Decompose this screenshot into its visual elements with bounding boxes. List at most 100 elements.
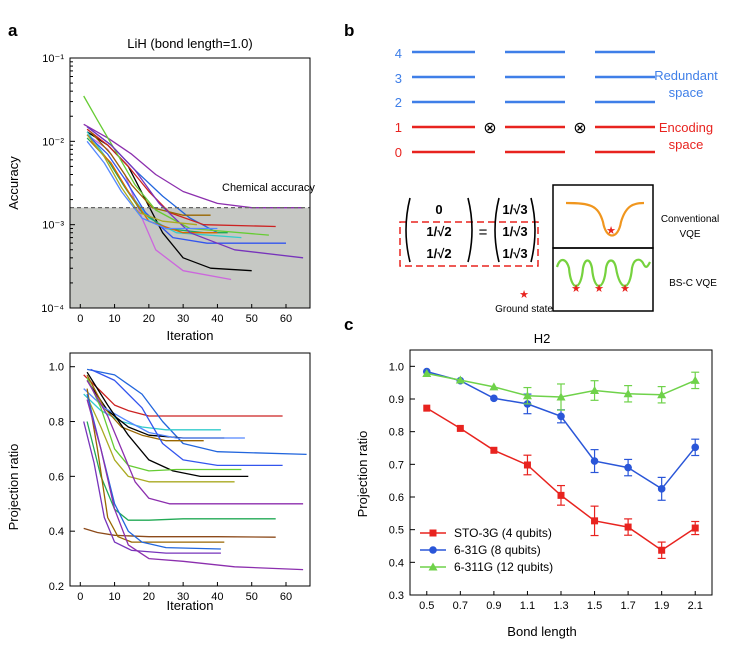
- data-point-square: [456, 424, 464, 432]
- bsc-landscape-curve: [555, 258, 651, 288]
- y-tick-label: 0.9: [389, 394, 404, 406]
- data-point-square: [658, 546, 666, 554]
- y-axis-label: Projection ratio: [6, 444, 21, 531]
- y-tick-label: 0.2: [49, 581, 64, 593]
- redundant-label-2: space: [669, 85, 704, 100]
- plot-frame: [69, 352, 311, 587]
- data-point-square: [523, 461, 531, 469]
- level-label-0: 0: [395, 145, 402, 160]
- x-tick-label: 60: [280, 313, 292, 325]
- x-tick-label: 0.5: [419, 600, 434, 612]
- data-point-circle: [657, 485, 666, 493]
- data-point-square: [691, 524, 699, 532]
- y-tick-label: 0.8: [49, 417, 64, 429]
- conventional-vqe-label-2: VQE: [679, 229, 700, 240]
- series-line: [86, 128, 276, 228]
- tensor-product-1: ⊗: [483, 120, 496, 137]
- series-line: [86, 134, 197, 226]
- conventional-landscape-curve: [565, 201, 645, 237]
- y-tick-label: 10⁻³: [42, 220, 64, 232]
- left-vector-bracket-open: [405, 197, 411, 263]
- x-tick-label: 1.1: [520, 600, 535, 612]
- data-point-square: [490, 446, 498, 454]
- data-point-triangle: [489, 382, 499, 391]
- y-tick-label: 0.7: [389, 459, 404, 471]
- data-point-triangle: [522, 391, 532, 400]
- equals-sign: =: [479, 224, 488, 241]
- x-tick-label: 50: [246, 313, 258, 325]
- star-icon: ★: [571, 283, 581, 295]
- series-line: [86, 374, 204, 442]
- panel-label-b: b: [344, 21, 354, 40]
- x-tick-label: 0: [77, 591, 83, 603]
- y-tick-label: 0.5: [389, 525, 404, 537]
- ground-state-label: Ground state: [495, 304, 553, 315]
- chart-title: LiH (bond length=1.0): [127, 36, 252, 51]
- star-icon: ★: [519, 289, 529, 301]
- x-tick-label: 0.7: [453, 600, 468, 612]
- dashed-highlight-box: [399, 221, 539, 267]
- series-line: [83, 527, 276, 538]
- series-line: [86, 388, 225, 543]
- chart-title: H2: [534, 331, 551, 346]
- vec-right-0: 1/√3: [502, 202, 527, 217]
- series-line: [86, 396, 235, 483]
- data-point-circle: [624, 463, 632, 472]
- vec-left-0: 0: [435, 202, 442, 217]
- series-line: [86, 371, 249, 478]
- series-line: [83, 393, 221, 431]
- plot-frame: [69, 57, 311, 309]
- right-vector-bracket-close: [530, 197, 536, 263]
- data-point-triangle: [623, 389, 633, 398]
- level-label-3: 3: [395, 71, 402, 86]
- vec-left-1: 1/√2: [426, 224, 451, 239]
- x-axis-label: Bond length: [507, 624, 576, 639]
- legend-label: 6-31G (8 qubits): [454, 543, 541, 557]
- x-tick-label: 40: [211, 313, 223, 325]
- y-tick-label: 0.4: [49, 526, 64, 538]
- y-axis-label: Accuracy: [6, 156, 21, 210]
- y-tick-label: 1.0: [389, 361, 404, 373]
- legend-label: STO-3G (4 qubits): [454, 526, 552, 540]
- series-line: [86, 368, 307, 456]
- y-tick-label: 10⁻¹: [42, 53, 64, 65]
- data-point-triangle: [590, 386, 600, 395]
- data-point-square: [624, 523, 632, 531]
- series-line: [86, 134, 286, 244]
- x-tick-label: 1.3: [553, 600, 568, 612]
- series-line: [83, 123, 304, 209]
- below-threshold-region: [70, 207, 310, 308]
- series-line: [90, 368, 283, 467]
- x-axis-label: Iteration: [167, 598, 214, 613]
- panel-label-c: c: [344, 315, 353, 334]
- series-line: [86, 377, 242, 472]
- data-point-circle: [557, 412, 565, 421]
- series-line: [86, 380, 304, 505]
- x-tick-label: 1.7: [620, 600, 635, 612]
- x-tick-label: 0.9: [486, 600, 501, 612]
- data-point-triangle: [657, 390, 667, 399]
- x-tick-label: 60: [280, 591, 292, 603]
- basis-encoding-diagram: 4 3 2 1 0 ⊗ ⊗ Redundant space Encoding s…: [395, 46, 719, 315]
- x-tick-label: 20: [143, 591, 155, 603]
- series-line: [83, 374, 283, 417]
- series-line: [86, 126, 304, 259]
- series-line: [90, 131, 211, 216]
- y-tick-label: 1.0: [49, 362, 64, 374]
- x-tick-label: 10: [108, 313, 120, 325]
- y-axis-label: Projection ratio: [355, 431, 370, 518]
- y-tick-label: 0.8: [389, 427, 404, 439]
- encoding-label-1: Encoding: [659, 120, 713, 135]
- data-point-circle: [691, 443, 700, 452]
- data-point-circle: [429, 546, 437, 554]
- redundant-label-1: Redundant: [654, 68, 718, 83]
- data-point-triangle: [556, 392, 566, 401]
- x-tick-label: 1.5: [587, 600, 602, 612]
- tensor-product-2: ⊗: [573, 120, 586, 137]
- data-point-square: [591, 517, 599, 525]
- y-tick-label: 0.6: [389, 492, 404, 504]
- data-point-triangle: [428, 562, 438, 571]
- data-point-triangle: [422, 369, 432, 378]
- vec-right-1: 1/√3: [502, 224, 527, 239]
- x-tick-label: 1.9: [654, 600, 669, 612]
